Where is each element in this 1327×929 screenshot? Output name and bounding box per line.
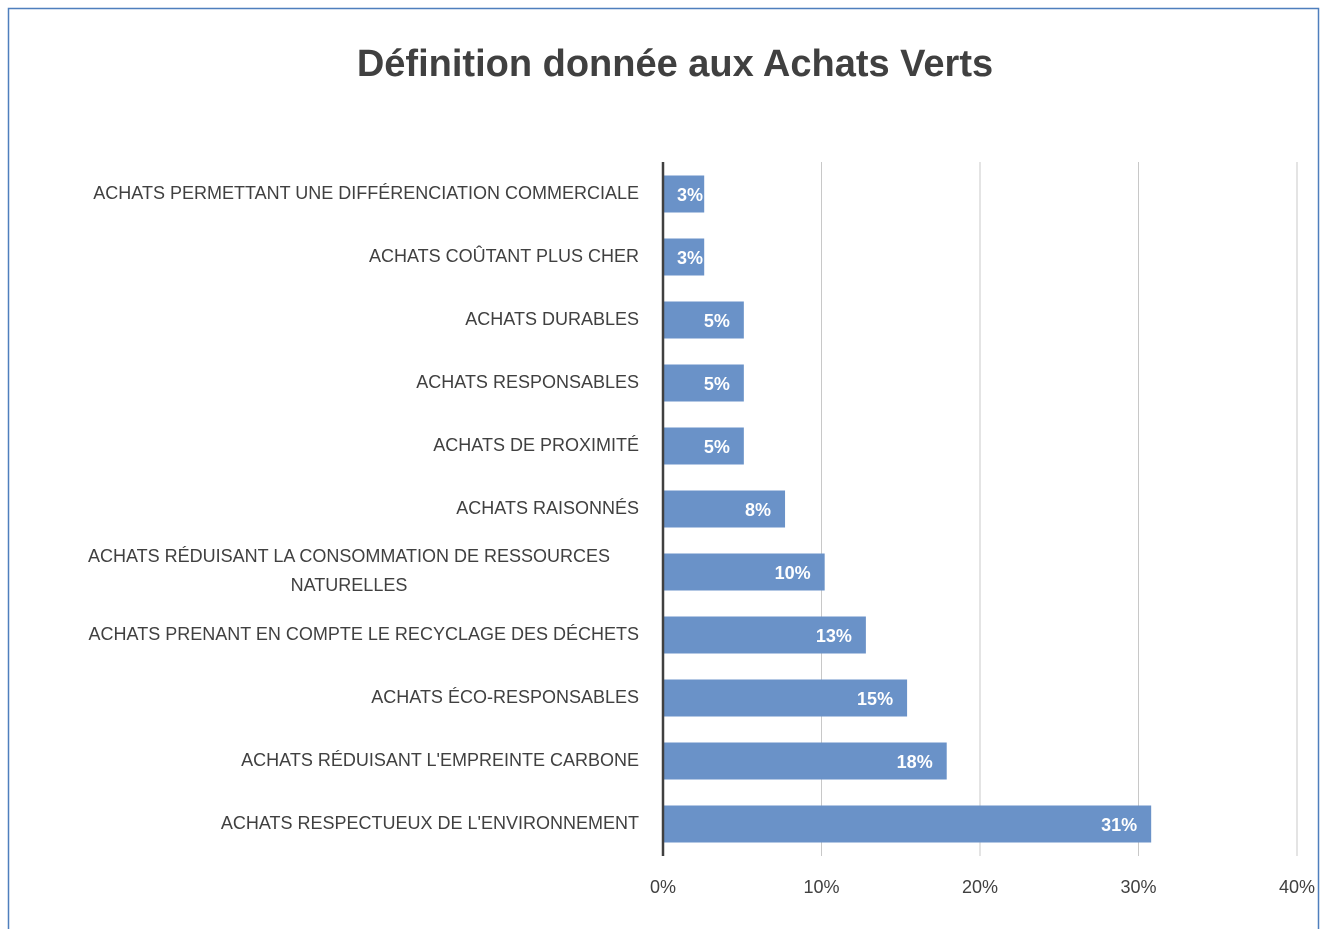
data-label: 10% bbox=[775, 563, 811, 583]
y-tick-label: ACHATS RÉDUISANT L'EMPREINTE CARBONE bbox=[241, 750, 639, 770]
x-tick-label: 30% bbox=[1120, 877, 1156, 897]
bar bbox=[663, 742, 947, 780]
data-label: 3% bbox=[677, 248, 703, 268]
x-tick-label: 20% bbox=[962, 877, 998, 897]
data-label: 5% bbox=[704, 311, 730, 331]
bar bbox=[663, 301, 744, 339]
chart-title: Définition donnée aux Achats Verts bbox=[357, 43, 993, 85]
y-tick-label: ACHATS RAISONNÉS bbox=[456, 498, 639, 518]
bar bbox=[663, 553, 825, 591]
y-tick-label: ACHATS RÉDUISANT LA CONSOMMATION DE RESS… bbox=[88, 546, 610, 595]
y-tick-label: ACHATS RESPECTUEUX DE L'ENVIRONNEMENT bbox=[221, 813, 639, 833]
y-tick-label: ACHATS COÛTANT PLUS CHER bbox=[369, 245, 639, 266]
data-label: 13% bbox=[816, 626, 852, 646]
data-label: 5% bbox=[704, 374, 730, 394]
x-tick-label: 40% bbox=[1279, 877, 1315, 897]
bar bbox=[663, 616, 866, 654]
data-label: 3% bbox=[677, 185, 703, 205]
y-tick-label: ACHATS PERMETTANT UNE DIFFÉRENCIATION CO… bbox=[93, 183, 639, 203]
y-tick-label: ACHATS ÉCO-RESPONSABLES bbox=[371, 687, 639, 707]
data-label: 5% bbox=[704, 437, 730, 457]
bar bbox=[663, 679, 908, 717]
data-label: 8% bbox=[745, 500, 771, 520]
bar bbox=[663, 805, 1152, 843]
x-tick-label: 0% bbox=[650, 877, 676, 897]
data-label: 18% bbox=[897, 752, 933, 772]
x-tick-label: 10% bbox=[803, 877, 839, 897]
y-tick-label: ACHATS RESPONSABLES bbox=[416, 372, 639, 392]
bar bbox=[663, 364, 744, 402]
bar bbox=[663, 175, 705, 213]
bar bbox=[663, 427, 744, 465]
y-tick-label: ACHATS DE PROXIMITÉ bbox=[433, 435, 639, 455]
data-label: 15% bbox=[857, 689, 893, 709]
y-tick-label: ACHATS DURABLES bbox=[465, 309, 639, 329]
y-tick-label: ACHATS PRENANT EN COMPTE LE RECYCLAGE DE… bbox=[89, 624, 639, 644]
bar bbox=[663, 490, 786, 528]
bar bbox=[663, 238, 705, 276]
data-label: 31% bbox=[1101, 815, 1137, 835]
